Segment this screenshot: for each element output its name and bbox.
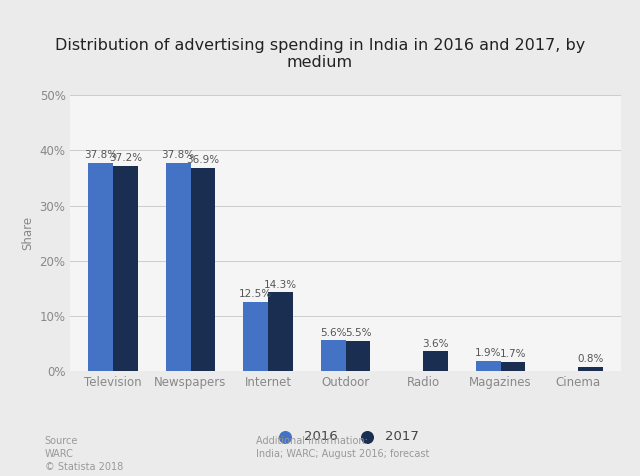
Bar	[423, 351, 448, 371]
Bar	[578, 367, 603, 371]
Text: 36.9%: 36.9%	[186, 155, 220, 165]
Bar	[321, 340, 346, 371]
Bar	[346, 341, 371, 371]
Bar	[500, 362, 525, 371]
Text: 37.8%: 37.8%	[84, 150, 117, 160]
Text: 0.8%: 0.8%	[577, 354, 604, 364]
Text: Source
WARC
© Statista 2018: Source WARC © Statista 2018	[45, 436, 123, 472]
Bar	[166, 163, 191, 371]
Text: 5.6%: 5.6%	[320, 327, 346, 337]
Bar	[191, 168, 216, 371]
Legend: 2016, 2017: 2016, 2017	[267, 425, 424, 448]
Bar	[476, 361, 500, 371]
Bar	[113, 166, 138, 371]
Bar	[88, 163, 113, 371]
Bar	[243, 302, 268, 371]
Y-axis label: Share: Share	[21, 216, 34, 250]
Text: 3.6%: 3.6%	[422, 338, 449, 348]
Text: 5.5%: 5.5%	[345, 328, 371, 338]
Text: 12.5%: 12.5%	[239, 289, 272, 299]
Text: 37.8%: 37.8%	[161, 150, 195, 160]
Text: 1.9%: 1.9%	[475, 348, 502, 358]
Text: 14.3%: 14.3%	[264, 279, 297, 289]
Text: Distribution of advertising spending in India in 2016 and 2017, by
medium: Distribution of advertising spending in …	[55, 38, 585, 70]
Text: 1.7%: 1.7%	[500, 349, 526, 359]
Text: Additional Information:
India; WARC; August 2016; forecast: Additional Information: India; WARC; Aug…	[256, 436, 429, 459]
Text: 37.2%: 37.2%	[109, 153, 142, 163]
Bar	[268, 292, 293, 371]
